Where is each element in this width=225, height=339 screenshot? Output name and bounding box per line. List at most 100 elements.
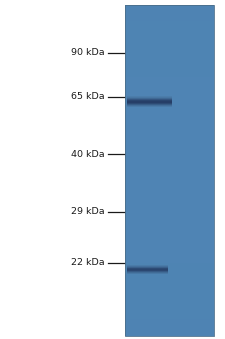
- Bar: [125, 224, 214, 226]
- Bar: [125, 174, 214, 175]
- Bar: [127, 265, 168, 266]
- Bar: [125, 197, 214, 198]
- Bar: [125, 186, 214, 188]
- Bar: [127, 102, 172, 103]
- Bar: [125, 280, 214, 281]
- Bar: [125, 39, 214, 41]
- Bar: [125, 284, 214, 285]
- Bar: [125, 52, 214, 53]
- Bar: [125, 244, 214, 245]
- Bar: [125, 75, 214, 76]
- Bar: [125, 19, 214, 20]
- Bar: [125, 230, 214, 231]
- Bar: [125, 197, 214, 198]
- Bar: [125, 56, 214, 57]
- Bar: [127, 105, 172, 106]
- Bar: [125, 296, 214, 298]
- Bar: [125, 136, 214, 137]
- Bar: [125, 28, 214, 29]
- Bar: [125, 318, 214, 319]
- Bar: [125, 179, 214, 180]
- Bar: [125, 252, 214, 253]
- Bar: [125, 206, 214, 207]
- Bar: [125, 142, 214, 143]
- Bar: [125, 227, 214, 228]
- Bar: [125, 258, 214, 260]
- Bar: [125, 128, 214, 129]
- Bar: [125, 232, 214, 233]
- Bar: [127, 267, 168, 268]
- Bar: [125, 129, 214, 130]
- Bar: [125, 230, 214, 232]
- Bar: [127, 99, 172, 100]
- Bar: [125, 279, 214, 280]
- Bar: [125, 127, 214, 128]
- Bar: [125, 150, 214, 151]
- Bar: [125, 274, 214, 275]
- Bar: [125, 203, 214, 204]
- Bar: [127, 268, 168, 269]
- Bar: [125, 105, 214, 107]
- Bar: [125, 320, 214, 321]
- Bar: [127, 106, 172, 107]
- Bar: [125, 302, 214, 303]
- Bar: [125, 304, 214, 305]
- Bar: [125, 262, 214, 263]
- Bar: [125, 160, 214, 161]
- Bar: [125, 35, 214, 37]
- Bar: [125, 116, 214, 118]
- Bar: [125, 286, 214, 288]
- Bar: [125, 334, 214, 335]
- Bar: [125, 38, 214, 39]
- Bar: [127, 104, 172, 105]
- Bar: [125, 51, 214, 52]
- Bar: [125, 317, 214, 318]
- Bar: [125, 171, 214, 172]
- Bar: [127, 271, 168, 272]
- Bar: [125, 273, 214, 274]
- Bar: [125, 285, 214, 286]
- Bar: [125, 125, 214, 126]
- Bar: [125, 147, 214, 148]
- Bar: [125, 24, 214, 25]
- Bar: [125, 141, 214, 142]
- Bar: [125, 118, 214, 119]
- Bar: [125, 69, 214, 71]
- Bar: [125, 293, 214, 294]
- Bar: [127, 96, 172, 97]
- Bar: [125, 13, 214, 14]
- Bar: [125, 239, 214, 240]
- Bar: [125, 7, 214, 8]
- Bar: [125, 287, 214, 288]
- Bar: [125, 205, 214, 206]
- Bar: [125, 74, 214, 75]
- Bar: [125, 292, 214, 294]
- Bar: [125, 96, 214, 97]
- Bar: [125, 63, 214, 64]
- Bar: [125, 276, 214, 277]
- Bar: [125, 109, 214, 110]
- Bar: [125, 217, 214, 218]
- Bar: [127, 269, 168, 270]
- Bar: [125, 201, 214, 202]
- Bar: [125, 135, 214, 136]
- Bar: [125, 300, 214, 301]
- Bar: [125, 291, 214, 292]
- Bar: [125, 312, 214, 313]
- Bar: [125, 224, 214, 225]
- Bar: [125, 82, 214, 84]
- Bar: [125, 33, 214, 34]
- Bar: [125, 196, 214, 197]
- Bar: [125, 163, 214, 164]
- Bar: [125, 222, 214, 223]
- Bar: [125, 234, 214, 235]
- Bar: [125, 208, 214, 209]
- Bar: [125, 111, 214, 112]
- Bar: [125, 53, 214, 54]
- Bar: [125, 235, 214, 236]
- Bar: [125, 265, 214, 266]
- Bar: [125, 286, 214, 287]
- Bar: [125, 321, 214, 322]
- Bar: [125, 238, 214, 239]
- Bar: [125, 92, 214, 93]
